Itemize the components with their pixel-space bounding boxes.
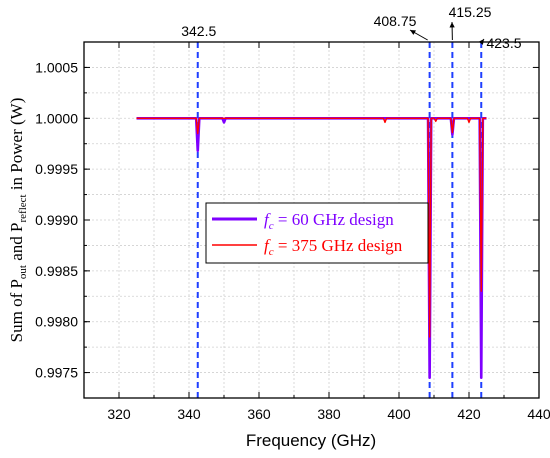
series-lines [136,116,487,379]
y-tick-label: 0.9980 [35,314,78,330]
legend-label-375ghz: fc = 375 GHz design [264,236,403,258]
y-tick-label: 0.9990 [35,212,78,228]
x-tick-label: 320 [107,406,131,422]
x-tick-label: 380 [317,406,341,422]
y-tick-label: 0.9995 [35,161,78,177]
y-tick-label: 1.0000 [35,110,78,126]
arrow-408-75-head [410,30,416,35]
axis-ticks: 320 340 360 380 400 420 440 0.9975 0.9980 0.9985 0… [35,41,550,422]
x-tick-label: 440 [527,406,550,422]
annotation-423-5: 423.5 [486,35,521,51]
annotation-408-75: 408.75 [374,13,417,29]
y-tick-label: 0.9985 [35,263,78,279]
x-tick-label: 400 [387,406,411,422]
arrow-415-25-head [449,22,455,28]
y-axis-title: Sum of Pout and Preflect in Power (W) [7,98,29,343]
series-375ghz-line [136,117,487,338]
x-tick-label: 340 [177,406,201,422]
legend: fc = 60 GHz design fc = 375 GHz design [205,202,429,264]
x-tick-label: 420 [457,406,481,422]
legend-box [205,202,429,264]
annotation-415-25: 415.25 [449,4,492,20]
y-tick-label: 1.0005 [35,59,78,75]
vline-annotations: 342.5 408.75 415.25 423.5 [181,4,521,51]
legend-label-60ghz: fc = 60 GHz design [264,210,394,232]
x-tick-label: 360 [247,406,271,422]
arrow-423-5-head [478,39,484,45]
x-axis-title: Frequency (GHz) [246,431,376,450]
y-tick-label: 0.9975 [35,365,78,381]
annotation-342-5: 342.5 [181,23,216,39]
